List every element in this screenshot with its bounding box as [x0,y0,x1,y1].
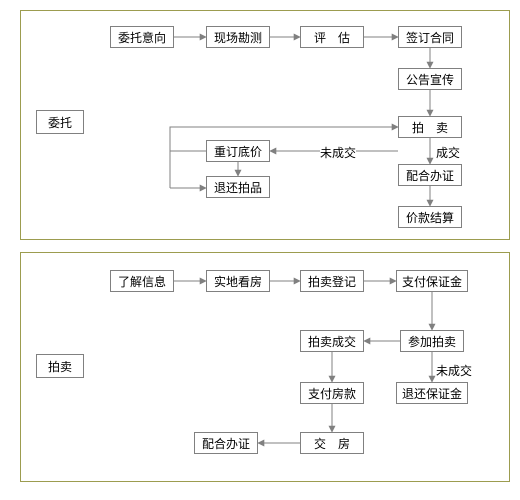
node-b4: 支付保证金 [396,270,468,292]
node-b10: 退还保证金 [396,382,468,404]
edge-label-0: 未成交 [436,362,472,379]
edge-label-0: 未成交 [320,144,356,161]
node-n9: 重订底价 [206,140,270,162]
node-b3: 拍卖登记 [300,270,364,292]
diagram-canvas: 委托拍卖委托意向现场勘测评 估签订合同公告宣传拍 卖配合办证价款结算重订底价退还… [0,0,520,500]
node-n4: 签订合同 [398,26,462,48]
node-b7: 支付房款 [300,382,364,404]
node-n6: 拍 卖 [398,116,462,138]
node-b1: 了解信息 [110,270,174,292]
node-b9: 配合办证 [194,432,258,454]
node-b8: 交 房 [300,432,364,454]
node-n2: 现场勘测 [206,26,270,48]
node-n10: 退还拍品 [206,176,270,198]
node-n5: 公告宣传 [398,68,462,90]
section-label-bottom: 拍卖 [36,354,84,378]
node-n8: 价款结算 [398,206,462,228]
node-n7: 配合办证 [398,164,462,186]
node-b6: 拍卖成交 [300,330,364,352]
section-label-top: 委托 [36,110,84,134]
edge-label-1: 成交 [436,144,460,161]
node-b5: 参加拍卖 [400,330,464,352]
node-n3: 评 估 [300,26,364,48]
node-n1: 委托意向 [110,26,174,48]
node-b2: 实地看房 [206,270,270,292]
